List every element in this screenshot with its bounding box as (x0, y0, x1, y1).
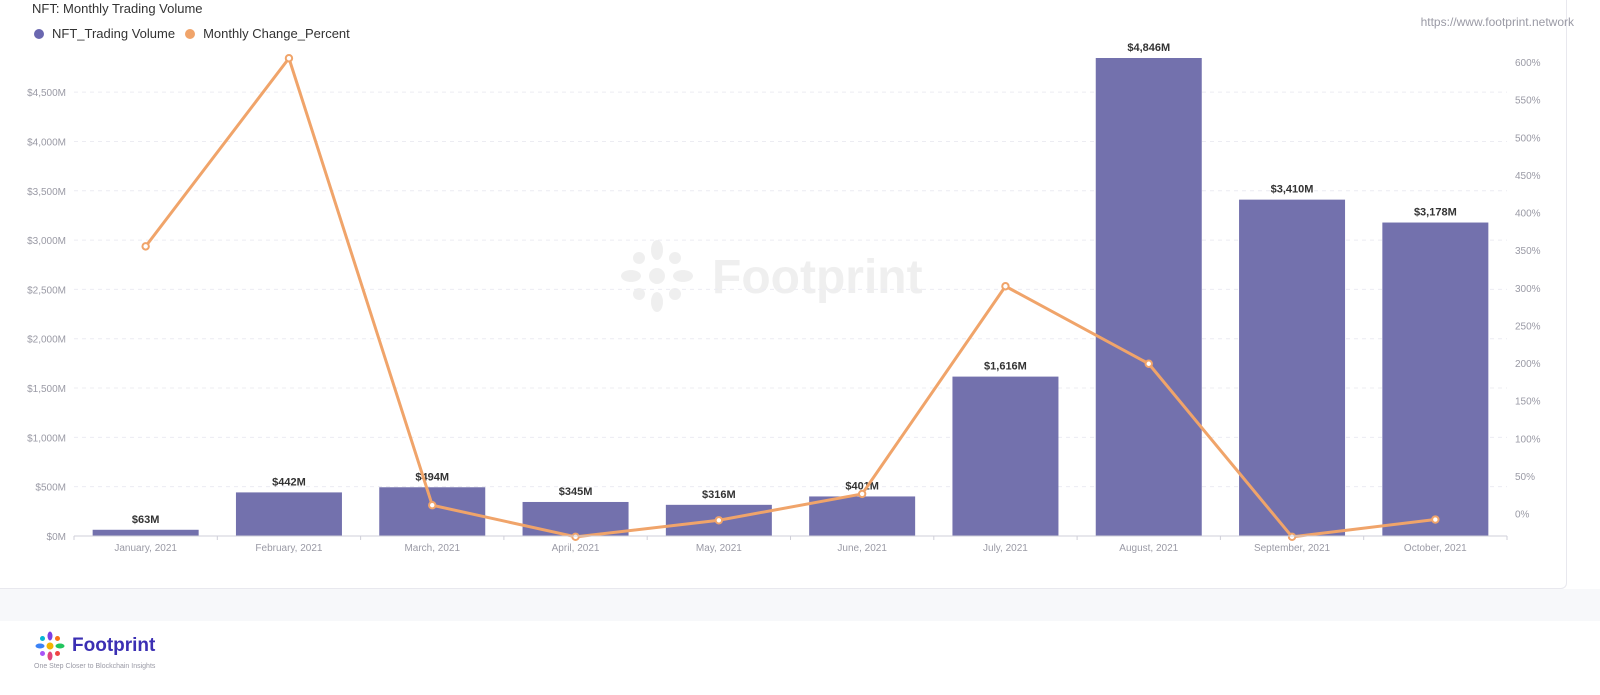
bar-data-label: $3,178M (1414, 207, 1457, 219)
chart-title: NFT: Monthly Trading Volume (32, 1, 203, 16)
left-axis: $0M $500M $1,000M $1,500M $2,000M $2,500M $3,0… (27, 88, 66, 543)
line-point (1287, 532, 1297, 542)
right-tick-label: 400% (1515, 209, 1541, 220)
line-path (144, 56, 1436, 539)
bar (522, 501, 629, 536)
x-axis: January, 2021 February, 2021 March, 2021 Ap… (73, 535, 1508, 554)
right-tick-label: 600% (1515, 58, 1541, 69)
line-point (571, 532, 580, 542)
left-tick-label: $3,500M (27, 187, 66, 198)
right-tick-label: 100% (1515, 434, 1541, 445)
bar (952, 376, 1059, 536)
bar (1382, 222, 1489, 537)
right-axis: 0% 50% 100% 150% 200% 250% 300% 350% 400% 450% 500… (1515, 58, 1541, 521)
bar (92, 529, 199, 536)
brand[interactable]: Footprint (34, 630, 155, 662)
x-tick-label: May, 2021 (696, 543, 742, 554)
left-tick-label: $4,500M (27, 88, 66, 99)
right-tick-label: 450% (1515, 171, 1541, 182)
legend-label-monthly-change: Monthly Change_Percent (203, 26, 350, 41)
left-tick-label: $500M (35, 483, 66, 494)
left-tick-label: $2,500M (27, 285, 66, 296)
left-tick-label: $0M (47, 532, 66, 543)
line-series (141, 54, 1440, 542)
left-tick-label: $4,000M (27, 137, 66, 148)
right-tick-label: 500% (1515, 133, 1541, 144)
bar (235, 492, 342, 536)
brand-tagline: One Step Closer to Blockchain Insights (34, 663, 156, 670)
left-tick-label: $3,000M (27, 236, 66, 247)
x-tick-label: August, 2021 (1119, 543, 1178, 554)
source-url[interactable]: https://www.footprint.network (1420, 15, 1574, 29)
x-tick-label: April, 2021 (552, 543, 600, 554)
legend: NFT_Trading Volume Monthly Change_Percen… (34, 26, 360, 41)
footer-band (0, 589, 1600, 621)
line-point (1144, 359, 1153, 368)
bar-data-label: $4,846M (1127, 42, 1170, 54)
left-tick-label: $1,500M (27, 384, 66, 395)
brand-name: Footprint (72, 635, 156, 656)
left-tick-label: $1,000M (27, 433, 66, 444)
bar (1239, 199, 1346, 537)
left-tick-label: $2,000M (27, 335, 66, 346)
bar-labels: $63M$442M $494M$345M $316M$401M$1,616M$4,8… (132, 42, 1457, 526)
x-tick-label: June, 2021 (837, 543, 887, 554)
bar-data-label: $3,410M (1271, 184, 1314, 196)
bar-series (92, 58, 1489, 537)
x-tick-label: January, 2021 (114, 543, 177, 554)
legend-dot-monthly-change (185, 28, 196, 39)
bar (1095, 58, 1202, 536)
x-tick-label: September, 2021 (1254, 543, 1331, 554)
line-point (1431, 515, 1440, 524)
bar-data-label: $345M (559, 486, 593, 498)
line-point (141, 242, 150, 251)
right-tick-label: 300% (1515, 284, 1541, 295)
line-point (714, 516, 724, 525)
line-point (428, 501, 437, 510)
right-tick-label: 250% (1515, 321, 1541, 332)
line-point (284, 54, 294, 63)
right-tick-label: 50% (1515, 472, 1535, 483)
watermark: Footprint (621, 240, 923, 312)
legend-item-monthly-change[interactable]: Monthly Change_Percent (185, 26, 350, 41)
right-tick-label: 350% (1515, 246, 1541, 257)
footprint-logo-icon (35, 631, 65, 661)
watermark-logo-icon (621, 240, 693, 312)
right-tick-label: 150% (1515, 397, 1541, 408)
bar-data-label: $63M (132, 514, 160, 526)
bar-data-label: $1,616M (984, 361, 1027, 373)
x-tick-label: February, 2021 (255, 543, 323, 554)
x-tick-label: July, 2021 (983, 543, 1028, 554)
x-tick-label: March, 2021 (404, 543, 460, 554)
line-point (857, 489, 867, 499)
right-tick-label: 0% (1515, 510, 1530, 521)
right-tick-label: 200% (1515, 359, 1541, 370)
chart-svg: Footprint $0M$500M$1,000M$1,500M$2,000M$… (27, 42, 1541, 554)
bar (809, 496, 916, 536)
watermark-text: Footprint (712, 251, 923, 304)
bar-data-label: $316M (702, 489, 736, 501)
line-point (1001, 282, 1010, 291)
bar-data-label: $442M (272, 476, 306, 488)
x-tick-label: October, 2021 (1404, 543, 1467, 554)
legend-item-trading-volume[interactable]: NFT_Trading Volume (34, 26, 175, 41)
right-tick-label: 550% (1515, 96, 1541, 107)
legend-label-trading-volume: NFT_Trading Volume (52, 26, 176, 41)
bar (379, 487, 486, 536)
legend-dot-trading-volume (34, 28, 44, 39)
